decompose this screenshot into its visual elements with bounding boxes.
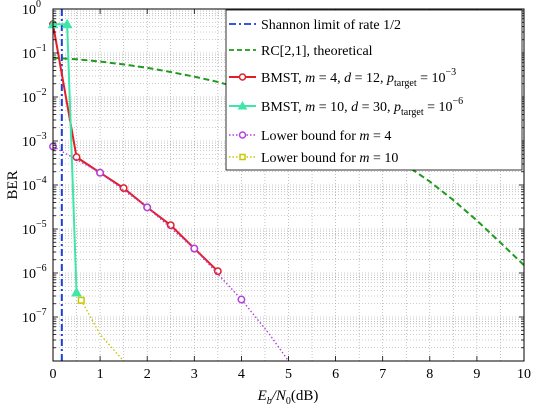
series-line-bmst4 (52, 24, 219, 272)
legend-label-bmst10: BMST, m = 10, d = 30, ptarget = 10−6 (261, 96, 463, 118)
y-tick-label: 10−2 (22, 87, 47, 106)
legend-marker-bmst10 (237, 100, 248, 110)
legend-label-bmst4: BMST, m = 4, d = 12, ptarget = 10−3 (261, 67, 456, 89)
legend-label-lb4: Lower bound for m = 4 (261, 129, 391, 144)
x-tick-label: 0 (50, 367, 57, 382)
x-tick-label: 8 (426, 367, 433, 382)
legend-label-shannon: Shannon limit of rate 1/2 (261, 18, 401, 33)
legend-marker-lb10 (239, 153, 246, 161)
point-lb4 (96, 168, 105, 177)
x-tick-label: 3 (191, 367, 198, 382)
y-tick-label: 100 (22, 0, 41, 18)
x-tick-label: 1 (97, 367, 104, 382)
x-tick-label: 5 (285, 367, 292, 382)
legend-entry-lb10: Lower bound for m = 10 (229, 151, 398, 166)
x-tick-label: 7 (379, 367, 386, 382)
legend-entry-bmst10: BMST, m = 10, d = 30, ptarget = 10−6 (229, 96, 463, 118)
point-lb4 (143, 203, 152, 212)
x-tick-labels: 0 1 2 3 4 5 6 7 8 9 10 (50, 367, 532, 382)
point-bmst4 (166, 221, 175, 230)
x-tick-label: 9 (473, 367, 480, 382)
x-tick-label: 4 (238, 367, 245, 382)
legend: Shannon limit of rate 1/2 RC[2,1], theor… (225, 9, 523, 171)
x-axis-title: Eb/N0(dB) (257, 388, 319, 407)
legend-entry-rc: RC[2,1], theoretical (229, 44, 373, 59)
legend-entry-lb4: Lower bound for m = 4 (229, 129, 391, 144)
point-lb4 (190, 244, 199, 253)
x-tick-label: 6 (332, 367, 339, 382)
y-axis-title: BER (5, 170, 21, 199)
series-lb10 (77, 296, 125, 362)
x-tick-label: 10 (517, 367, 531, 382)
y-tick-label: 10−1 (22, 43, 47, 62)
point-bmst4 (213, 267, 222, 276)
x-axis-title-e: E (257, 388, 267, 404)
y-tick-labels: 100 10−1 10−2 10−3 10−4 10−5 10−6 10−7 (22, 0, 47, 326)
legend-entry-bmst4: BMST, m = 4, d = 12, ptarget = 10−3 (229, 67, 456, 89)
x-axis-title-sub-0: 0 (286, 396, 291, 407)
point-bmst4 (119, 184, 128, 193)
x-axis-title-slash-n: /N (271, 388, 287, 404)
x-tick-label: 2 (144, 367, 151, 382)
legend-label-rc: RC[2,1], theoretical (261, 44, 373, 59)
point-lb10 (77, 296, 85, 304)
x-axis-title-unit: (dB) (291, 388, 319, 404)
y-tick-label: 10−3 (22, 131, 47, 150)
legend-marker-bmst4 (238, 73, 247, 81)
y-tick-label: 10−7 (22, 307, 47, 326)
y-tick-label: 10−4 (22, 175, 47, 194)
y-tick-label: 10−5 (22, 219, 47, 238)
point-bmst10 (71, 287, 82, 297)
point-lb4 (237, 295, 246, 304)
y-tick-label: 10−6 (22, 263, 47, 282)
legend-entry-shannon: Shannon limit of rate 1/2 (229, 18, 401, 33)
legend-label-lb10: Lower bound for m = 10 (261, 151, 398, 166)
legend-marker-lb4 (238, 131, 247, 139)
x-axis-title-sub-b: b (267, 396, 272, 407)
point-bmst10 (61, 18, 73, 29)
ticks (52, 8, 525, 362)
legend-box (225, 9, 523, 171)
